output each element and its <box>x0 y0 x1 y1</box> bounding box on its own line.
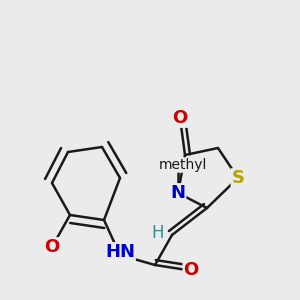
Text: HN: HN <box>105 243 135 261</box>
Text: O: O <box>183 261 199 279</box>
Text: O: O <box>44 238 60 256</box>
Text: H: H <box>152 224 164 242</box>
Text: S: S <box>232 169 244 187</box>
Text: N: N <box>170 184 185 202</box>
Text: O: O <box>172 109 188 127</box>
Text: methyl: methyl <box>159 158 207 172</box>
